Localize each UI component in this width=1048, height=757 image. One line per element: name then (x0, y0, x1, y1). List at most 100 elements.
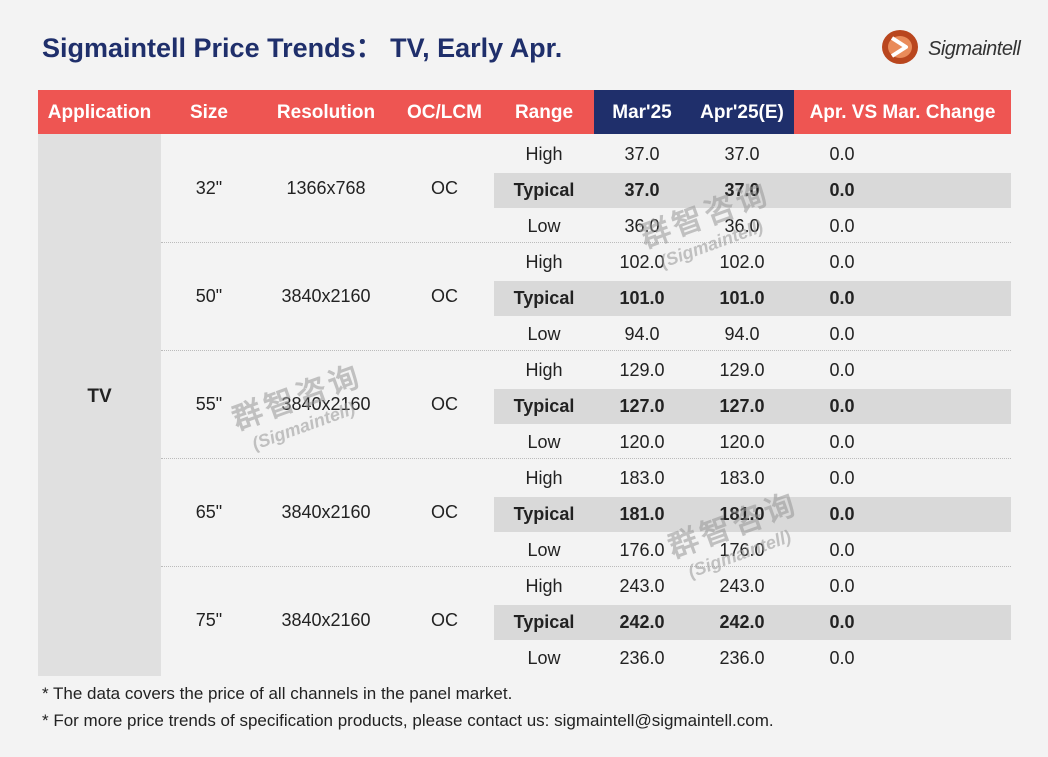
change-cell: 0.0 (829, 432, 855, 452)
logo-mark-icon (882, 30, 918, 64)
size-cell: 32" (195, 178, 223, 198)
change-cell: 0.0 (829, 252, 855, 272)
apr-price-cell: 183.0 (719, 468, 765, 488)
mar-price-cell: 183.0 (619, 468, 665, 488)
oc-lcm-cell: OC (431, 610, 458, 630)
typical-row-shading (494, 173, 1011, 208)
change-cell: 0.0 (829, 648, 855, 668)
range-cell: High (525, 144, 563, 164)
mar-price-cell: 236.0 (619, 648, 665, 668)
apr-price-cell: 102.0 (719, 252, 765, 272)
change-cell: 0.0 (829, 288, 855, 308)
size-cell: 75" (195, 610, 223, 630)
group-separator (161, 458, 1011, 459)
change-cell: 0.0 (829, 144, 855, 164)
apr-price-cell: 101.0 (719, 288, 765, 308)
apr-price-cell: 37.0 (724, 144, 760, 164)
apr-price-cell: 127.0 (719, 396, 765, 416)
resolution-cell: 1366x768 (286, 178, 366, 198)
oc-lcm-cell: OC (431, 178, 458, 198)
range-cell: Low (527, 540, 561, 560)
apr-price-cell: 120.0 (719, 432, 765, 452)
size-cell: 65" (195, 502, 223, 522)
apr-price-cell: 236.0 (719, 648, 765, 668)
range-cell: Low (527, 648, 561, 668)
typical-row-shading (494, 605, 1011, 640)
table-header-highlight (594, 90, 794, 134)
logo-text: Sigmaintell (928, 38, 1021, 60)
application-cell: TV (87, 386, 112, 407)
range-cell: Typical (513, 180, 575, 200)
change-cell: 0.0 (829, 324, 855, 344)
mar-price-cell: 94.0 (624, 324, 660, 344)
change-cell: 0.0 (829, 216, 855, 236)
header-apr: Apr'25(E) (700, 102, 784, 123)
range-cell: Low (527, 432, 561, 452)
mar-price-cell: 127.0 (619, 396, 665, 416)
change-cell: 0.0 (829, 468, 855, 488)
header-oc-lcm: OC/LCM (407, 102, 482, 123)
mar-price-cell: 120.0 (619, 432, 665, 452)
apr-price-cell: 181.0 (719, 504, 765, 524)
range-cell: Low (527, 216, 561, 236)
application-column (38, 134, 161, 676)
apr-price-cell: 243.0 (719, 576, 765, 596)
resolution-cell: 3840x2160 (281, 286, 371, 306)
apr-price-cell: 176.0 (719, 540, 765, 560)
change-cell: 0.0 (829, 360, 855, 380)
header-mar: Mar'25 (612, 102, 672, 123)
apr-price-cell: 37.0 (724, 180, 760, 200)
mar-price-cell: 37.0 (624, 180, 660, 200)
header-application: Application (47, 102, 152, 123)
range-cell: High (525, 576, 563, 596)
change-cell: 0.0 (829, 504, 855, 524)
mar-price-cell: 102.0 (619, 252, 665, 272)
header-resolution: Resolution (276, 102, 376, 123)
change-cell: 0.0 (829, 576, 855, 596)
range-cell: High (525, 468, 563, 488)
oc-lcm-cell: OC (431, 502, 458, 522)
range-cell: Typical (513, 288, 575, 308)
watermark: 群智咨询 (Sigmaintell) (664, 487, 804, 582)
group-separator (161, 350, 1011, 351)
oc-lcm-cell: OC (431, 286, 458, 306)
mar-price-cell: 129.0 (619, 360, 665, 380)
oc-lcm-cell: OC (431, 394, 458, 414)
resolution-cell: 3840x2160 (281, 502, 371, 522)
resolution-cell: 3840x2160 (281, 610, 371, 630)
change-cell: 0.0 (829, 540, 855, 560)
header-change: Apr. VS Mar. Change (809, 102, 996, 123)
range-cell: Typical (513, 396, 575, 416)
range-cell: Typical (513, 504, 575, 524)
mar-price-cell: 242.0 (619, 612, 665, 632)
size-cell: 50" (195, 286, 223, 306)
range-cell: Typical (513, 612, 575, 632)
range-cell: High (525, 252, 563, 272)
sigmaintell-logo: Sigmaintell (880, 26, 1021, 68)
change-cell: 0.0 (829, 612, 855, 632)
group-separator (161, 566, 1011, 567)
mar-price-cell: 37.0 (624, 144, 660, 164)
header-range: Range (514, 102, 574, 123)
resolution-cell: 3840x2160 (281, 394, 371, 414)
mar-price-cell: 243.0 (619, 576, 665, 596)
change-cell: 0.0 (829, 396, 855, 416)
footnote-2: * For more price trends of specification… (42, 711, 774, 730)
range-cell: High (525, 360, 563, 380)
group-separator (161, 242, 1011, 243)
apr-price-cell: 36.0 (724, 216, 760, 236)
apr-price-cell: 94.0 (724, 324, 760, 344)
mar-price-cell: 181.0 (619, 504, 665, 524)
range-cell: Low (527, 324, 561, 344)
mar-price-cell: 36.0 (624, 216, 660, 236)
page-title: Sigmaintell Price Trends： TV, Early Apr. (42, 33, 563, 63)
typical-row-shading (494, 389, 1011, 424)
typical-row-shading (494, 497, 1011, 532)
apr-price-cell: 242.0 (719, 612, 765, 632)
mar-price-cell: 176.0 (619, 540, 665, 560)
table-header (38, 90, 1011, 134)
size-cell: 55" (195, 394, 223, 414)
footnote-1: * The data covers the price of all chann… (42, 684, 513, 703)
mar-price-cell: 101.0 (619, 288, 665, 308)
change-cell: 0.0 (829, 180, 855, 200)
